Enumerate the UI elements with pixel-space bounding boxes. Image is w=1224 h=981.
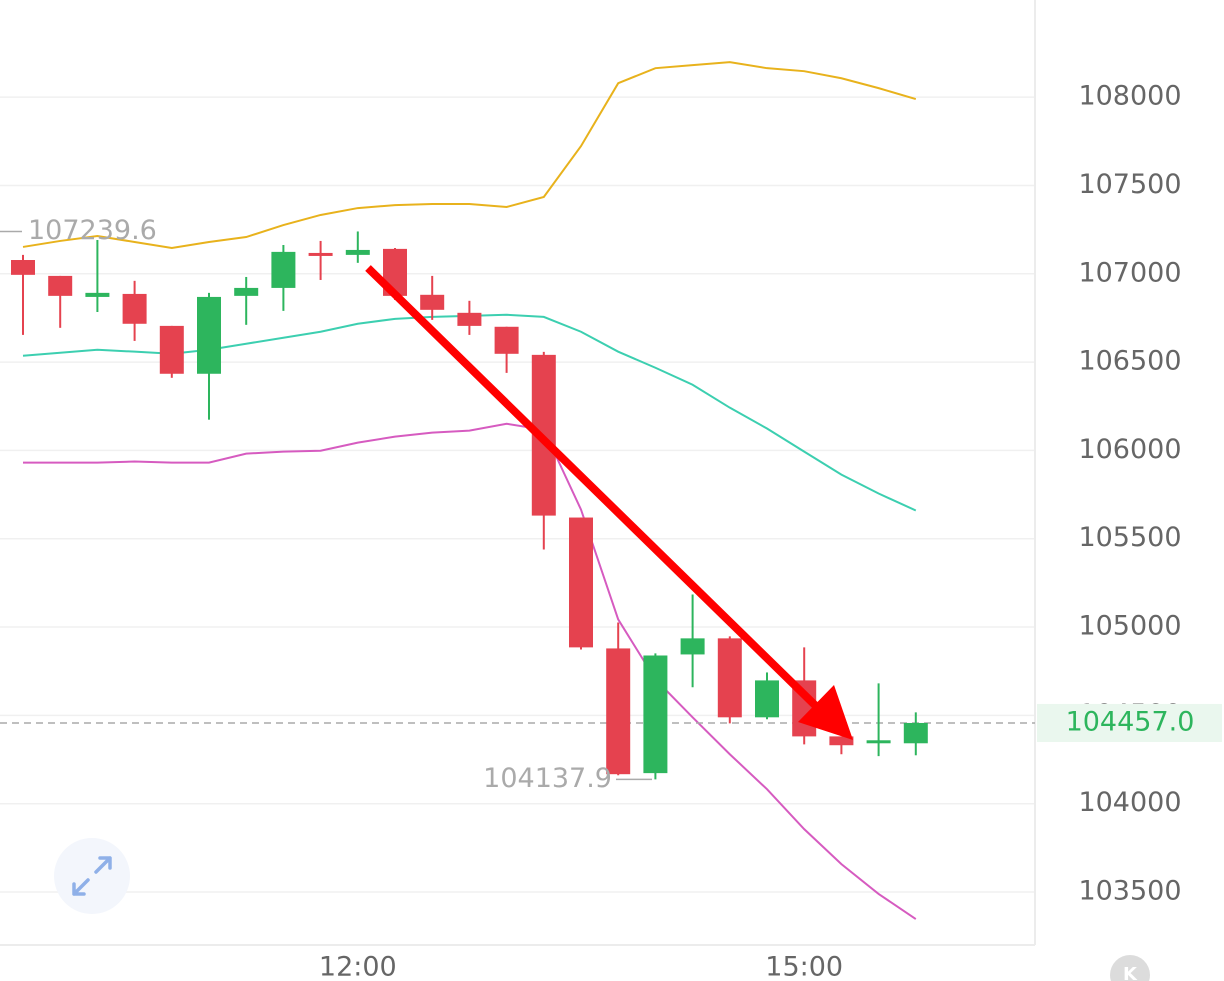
expand-bg bbox=[54, 838, 130, 914]
candle-body bbox=[829, 736, 854, 746]
band-line bbox=[23, 422, 917, 920]
band-line bbox=[22, 313, 917, 512]
candle-body bbox=[271, 251, 296, 288]
candle-body bbox=[494, 326, 519, 354]
candle-body bbox=[569, 517, 593, 648]
candle-body bbox=[680, 638, 705, 655]
y-tick-label: 108000 bbox=[1078, 81, 1181, 112]
candle-body bbox=[11, 260, 35, 275]
y-tick-label: 107000 bbox=[1078, 257, 1181, 288]
last-price-label: 104457.0 bbox=[1066, 706, 1195, 737]
y-tick-label: 104000 bbox=[1078, 787, 1181, 818]
candle-body bbox=[234, 287, 259, 296]
candle-body bbox=[866, 740, 891, 744]
expand-icon bbox=[72, 856, 112, 896]
logo-bg bbox=[1110, 955, 1150, 981]
candle-body bbox=[308, 252, 333, 256]
trend-arrow-head bbox=[798, 685, 853, 740]
expand-button[interactable] bbox=[54, 838, 130, 914]
trend-arrow bbox=[365, 265, 825, 715]
y-tick-label: 105500 bbox=[1078, 522, 1181, 553]
min-label: 104137.9 bbox=[483, 763, 612, 794]
candle-body bbox=[48, 275, 73, 296]
candle-body bbox=[345, 249, 370, 255]
x-tick-label: 15:00 bbox=[765, 952, 843, 981]
candle-body bbox=[197, 296, 221, 374]
candle-body bbox=[420, 294, 445, 310]
band-line bbox=[22, 61, 917, 250]
y-tick-label: 106000 bbox=[1078, 434, 1181, 465]
candle-body bbox=[85, 292, 110, 297]
y-tick-label: 106500 bbox=[1078, 346, 1181, 377]
y-tick-label: 107500 bbox=[1078, 169, 1181, 200]
candle-body bbox=[717, 638, 742, 718]
candle-body bbox=[755, 680, 779, 718]
candle-body bbox=[457, 312, 482, 326]
candle-body bbox=[903, 722, 928, 744]
candle-body bbox=[159, 325, 184, 374]
x-tick-label: 12:00 bbox=[319, 952, 397, 981]
logo-text: K bbox=[1123, 964, 1138, 981]
candle-body bbox=[643, 655, 668, 774]
last-price-box bbox=[1037, 703, 1222, 742]
candle-body bbox=[122, 293, 147, 324]
y-tick-label: 105000 bbox=[1078, 611, 1181, 642]
max-label: 107239.6 bbox=[28, 215, 157, 246]
candle-body bbox=[606, 648, 631, 775]
y-tick-label: 103500 bbox=[1078, 876, 1181, 907]
logo: K bbox=[1110, 955, 1150, 981]
